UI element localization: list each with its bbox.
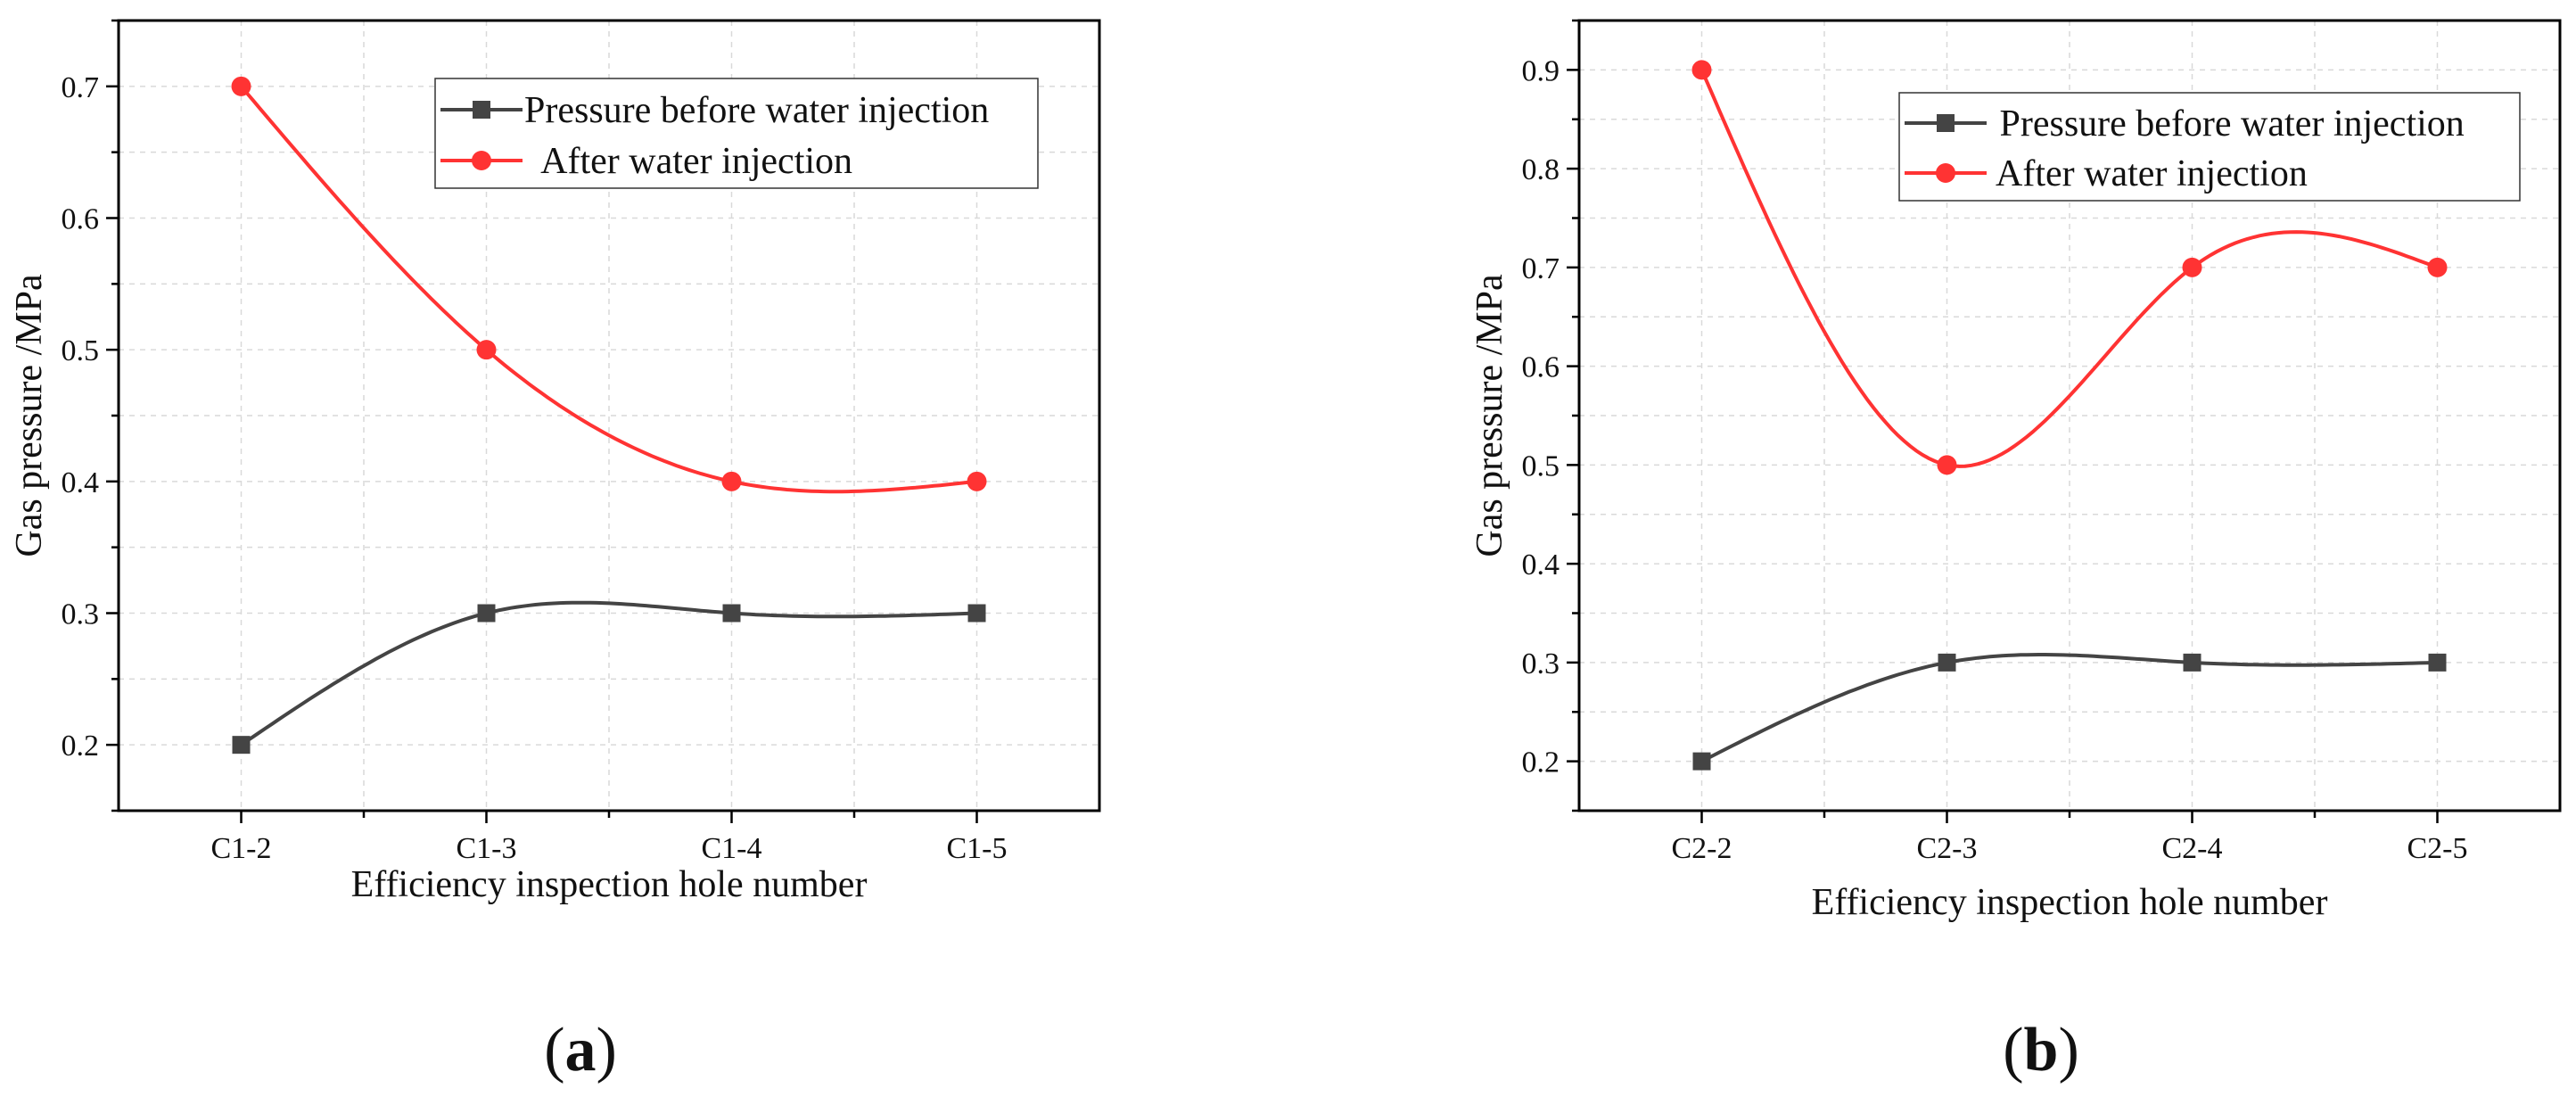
- data-point-square: [967, 604, 986, 623]
- legend-circle-marker: [472, 151, 491, 170]
- y-tick-label: 0.2: [1522, 746, 1560, 779]
- data-point-circle: [2427, 257, 2448, 277]
- data-point-circle: [967, 471, 987, 491]
- axis-ticks: 0.2 0.3 0.4 0.5 0.6 0.7 0.8 0.9 C2-2 C2-3 C2-4 C2-5: [1522, 19, 2468, 865]
- x-tick-label: C2-4: [2162, 832, 2223, 865]
- series-line: [1700, 653, 2438, 763]
- data-point-circle: [1937, 455, 1957, 475]
- legend-item-after: After water injection: [440, 141, 852, 182]
- data-point-circle: [2182, 257, 2202, 277]
- series-line: [240, 600, 977, 746]
- legend-label-after: After water injection: [1996, 153, 2308, 194]
- legend-box: [1898, 92, 2521, 202]
- y-tick-label: 0.8: [1522, 153, 1560, 186]
- y-tick-label: 0.9: [1522, 54, 1560, 87]
- y-tick-label: 0.6: [1522, 351, 1560, 384]
- x-tick-label: C2-3: [1917, 832, 1978, 865]
- data-point-square: [477, 604, 496, 623]
- series-line: [1700, 69, 2439, 468]
- series-layer: [231, 76, 987, 755]
- data-point-circle: [231, 76, 251, 96]
- x-tick-label: C1-5: [947, 832, 1008, 865]
- axis-ticks: 0.2 0.3 0.4 0.5 0.6 0.7 C1-2 C1-3 C1-4 C1-5: [62, 19, 1008, 865]
- data-point-square: [2428, 653, 2447, 672]
- legend-circle-marker: [1936, 163, 1955, 183]
- y-tick-label: 0.3: [62, 598, 100, 631]
- y-tick-label: 0.5: [62, 334, 100, 367]
- legend-item-before: Pressure before water injection: [1905, 103, 2465, 144]
- data-point-square: [2183, 653, 2202, 672]
- y-tick-label: 0.5: [1522, 449, 1560, 482]
- y-tick-label: 0.7: [1522, 252, 1560, 285]
- x-tick-label: C2-5: [2407, 832, 2468, 865]
- x-axis-title: Efficiency inspection hole number: [1812, 882, 2328, 923]
- y-tick-label: 0.4: [1522, 548, 1560, 581]
- data-point-square: [722, 604, 741, 623]
- x-tick-label: C1-3: [457, 832, 517, 865]
- legend-label-before: Pressure before water injection: [524, 90, 989, 131]
- x-tick-label: C2-2: [1672, 832, 1732, 865]
- legend-square-marker: [473, 101, 490, 119]
- y-axis-title: Gas pressure /MPa: [9, 274, 50, 557]
- legend-square-marker: [1937, 114, 1955, 132]
- data-point-square: [1938, 653, 1956, 672]
- data-point-circle: [721, 471, 742, 491]
- x-tick-label: C1-4: [702, 832, 762, 865]
- data-point-circle: [476, 340, 497, 360]
- y-tick-label: 0.2: [62, 730, 100, 763]
- y-axis-title: Gas pressure /MPa: [1469, 274, 1510, 557]
- data-point-square: [232, 736, 251, 755]
- chart-panel-b: 0.2 0.3 0.4 0.5 0.6 0.7 0.8 0.9 C2-2 C2-3 C2-4 C2-5…: [1469, 19, 2562, 1084]
- legend-box: [434, 78, 1039, 189]
- legend-label-after: After water injection: [533, 141, 852, 182]
- series-layer: [1691, 60, 2448, 771]
- x-axis-title: Efficiency inspection hole number: [351, 864, 868, 905]
- panel-label-b: (b): [2003, 1016, 2079, 1084]
- panel-label-a: (a): [544, 1016, 617, 1084]
- x-tick-label: C1-2: [211, 832, 272, 865]
- y-tick-label: 0.6: [62, 203, 100, 236]
- legend-item-after: After water injection: [1905, 153, 2308, 194]
- y-tick-label: 0.7: [62, 71, 100, 104]
- y-tick-label: 0.4: [62, 466, 100, 499]
- data-point-circle: [1691, 60, 1712, 80]
- legend-label-before: Pressure before water injection: [1990, 103, 2465, 144]
- legend-item-before: Pressure before water injection: [440, 90, 989, 131]
- chart-panel-a: 0.2 0.3 0.4 0.5 0.6 0.7 C1-2 C1-3 C1-4 C1-5 Effic…: [9, 19, 1101, 1084]
- y-tick-label: 0.3: [1522, 647, 1560, 680]
- series-line: [239, 85, 977, 494]
- data-point-square: [1692, 752, 1711, 771]
